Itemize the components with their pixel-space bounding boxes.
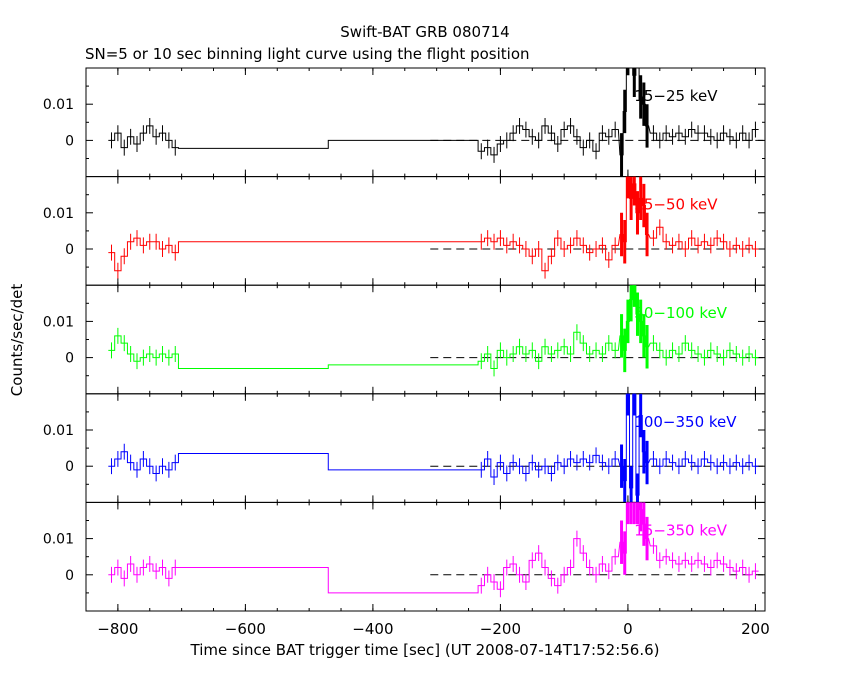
panel-15-350-kev: 0.01 0 15−350 keV	[43, 501, 766, 612]
series-line	[108, 176, 759, 272]
x-tick-label: −200	[480, 620, 521, 638]
panel-frame	[85, 284, 766, 395]
y-tick-label: 0.01	[43, 532, 74, 548]
panels-group: 0.01 0 15−25 keV 0.01 0 25−50 keV 0.01 0 50−100 …	[43, 67, 766, 612]
series-15-25-kev	[108, 68, 759, 177]
series-15-350-kev	[108, 502, 759, 598]
panel-50-100-kev: 0.01 0 50−100 keV	[43, 284, 766, 395]
y-axis-label: Counts/sec/det	[8, 284, 26, 397]
series-line	[108, 393, 759, 496]
panel-25-50-kev: 0.01 0 25−50 keV	[43, 176, 766, 286]
series-50-100-kev	[108, 285, 759, 377]
panel-label: 100−350 keV	[634, 413, 737, 431]
y-tick-label: 0	[65, 459, 74, 475]
y-tick-label: 0	[65, 242, 74, 258]
series-line	[108, 502, 759, 594]
panel-100-350-kev: 0.01 0 100−350 keV	[43, 393, 766, 503]
y-tick-label: 0.01	[43, 206, 74, 222]
series-25-50-kev	[108, 176, 759, 279]
x-tick-label: −400	[352, 620, 393, 638]
x-axis-label: Time since BAT trigger time [sec] (UT 20…	[190, 641, 660, 659]
x-tick-labels: −800 −600 −400 −200 0 200	[97, 620, 769, 638]
panel-label: 15−350 keV	[634, 521, 727, 539]
y-tick-label: 0.01	[43, 423, 74, 439]
panel-label: 25−50 keV	[634, 196, 718, 214]
panel-label: 15−25 keV	[634, 87, 718, 105]
panel-frame	[85, 67, 766, 178]
series-line	[108, 68, 759, 156]
x-tick-label: 200	[741, 620, 770, 638]
panel-label: 50−100 keV	[634, 304, 727, 322]
x-tick-label: −800	[97, 620, 138, 638]
chart-title: Swift-BAT GRB 080714	[340, 23, 509, 41]
x-tick-label: −600	[225, 620, 266, 638]
series-line	[108, 285, 759, 369]
y-tick-label: 0	[65, 351, 74, 367]
series-100-350-kev	[108, 393, 759, 503]
y-tick-label: 0.01	[43, 314, 74, 330]
y-tick-label: 0	[65, 133, 74, 149]
y-tick-label: 0	[65, 568, 74, 584]
chart-subtitle: SN=5 or 10 sec binning light curve using…	[85, 45, 530, 63]
y-tick-label: 0.01	[43, 97, 74, 113]
panel-frame	[85, 393, 766, 503]
x-tick-label: 0	[623, 620, 633, 638]
